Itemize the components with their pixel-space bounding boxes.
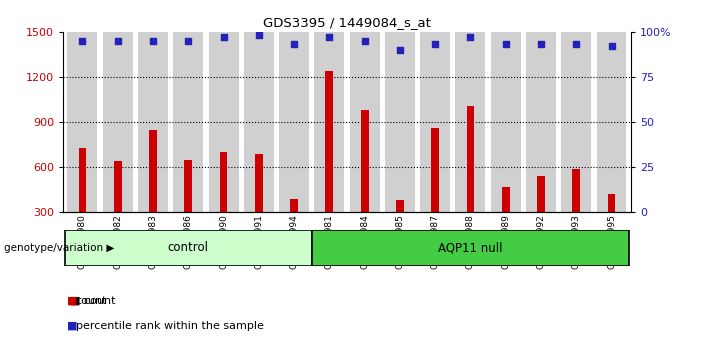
- Bar: [467, 105, 475, 258]
- Point: [289, 42, 300, 47]
- Bar: [526, 32, 556, 212]
- Bar: [385, 32, 415, 212]
- Text: AQP11 null: AQP11 null: [438, 241, 503, 254]
- Text: count: count: [76, 296, 107, 306]
- Bar: [184, 160, 192, 258]
- Bar: [608, 194, 615, 258]
- Text: genotype/variation ▶: genotype/variation ▶: [4, 243, 114, 253]
- Bar: [361, 110, 369, 258]
- Bar: [350, 32, 380, 212]
- Text: ■: ■: [67, 296, 77, 306]
- Point: [218, 34, 229, 40]
- Bar: [114, 161, 122, 258]
- Point: [324, 34, 335, 40]
- Bar: [103, 32, 132, 212]
- Bar: [396, 200, 404, 258]
- Bar: [79, 148, 86, 258]
- Text: percentile rank within the sample: percentile rank within the sample: [76, 321, 264, 331]
- Bar: [431, 128, 439, 258]
- Bar: [312, 230, 629, 266]
- Bar: [502, 187, 510, 258]
- Bar: [572, 169, 580, 258]
- Bar: [67, 32, 97, 212]
- Bar: [149, 130, 157, 258]
- Point: [253, 33, 264, 38]
- Point: [147, 38, 158, 44]
- Point: [77, 38, 88, 44]
- Bar: [456, 32, 485, 212]
- Bar: [255, 154, 263, 258]
- Bar: [290, 199, 298, 258]
- Bar: [173, 32, 203, 212]
- Bar: [244, 32, 274, 212]
- Point: [571, 42, 582, 47]
- Point: [112, 38, 123, 44]
- Bar: [314, 32, 344, 212]
- Bar: [65, 230, 312, 266]
- Text: ■ count: ■ count: [70, 296, 116, 306]
- Bar: [597, 32, 627, 212]
- Bar: [562, 32, 591, 212]
- Point: [465, 34, 476, 40]
- Bar: [219, 152, 227, 258]
- Point: [430, 42, 441, 47]
- Point: [536, 42, 547, 47]
- Bar: [537, 176, 545, 258]
- Point: [606, 44, 617, 49]
- Bar: [325, 71, 333, 258]
- Point: [500, 42, 511, 47]
- Bar: [138, 32, 168, 212]
- Point: [183, 38, 194, 44]
- Point: [394, 47, 405, 53]
- Bar: [209, 32, 238, 212]
- Bar: [420, 32, 450, 212]
- Bar: [279, 32, 309, 212]
- Bar: [491, 32, 521, 212]
- Text: ■: ■: [67, 321, 77, 331]
- Point: [359, 38, 370, 44]
- Title: GDS3395 / 1449084_s_at: GDS3395 / 1449084_s_at: [263, 16, 431, 29]
- Text: control: control: [168, 241, 209, 254]
